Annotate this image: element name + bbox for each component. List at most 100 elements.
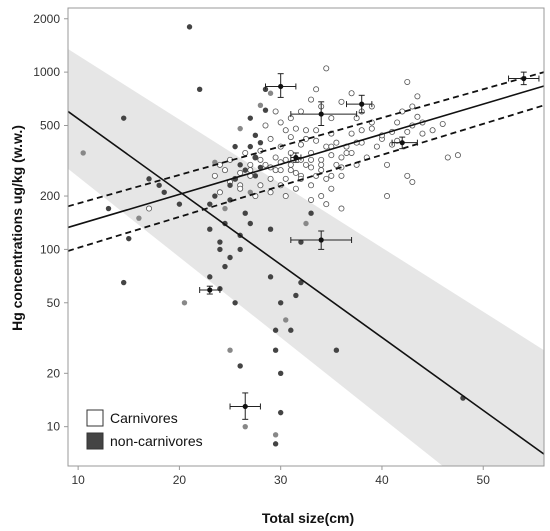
point-carnivore-78 <box>313 86 320 93</box>
x-tick-label: 30 <box>274 473 288 487</box>
point-carnivore-33 <box>302 127 309 134</box>
point-noncarnivore-43 <box>252 154 259 161</box>
point-carnivore-97 <box>323 201 330 208</box>
point-carnivore-79 <box>323 65 330 72</box>
point-carnivore-106 <box>292 125 299 132</box>
point-noncarnivore-61 <box>288 327 294 333</box>
point-noncarnivore-57 <box>277 409 284 416</box>
point-carnivore-34 <box>308 164 315 171</box>
error-bar-mean-point <box>399 140 405 146</box>
fit-line-carnivores-dashed-1 <box>67 71 545 208</box>
y-axis-title: Hg concentrations ug/kg (w.w.) <box>9 125 25 331</box>
point-noncarnivore-41 <box>247 220 253 227</box>
point-carnivore-67 <box>414 113 421 120</box>
legend-label-noncarnivores: non-carnivores <box>110 433 203 449</box>
error-bar-8 <box>290 152 302 163</box>
error-bar-mean-point <box>359 101 365 107</box>
point-noncarnivore-2 <box>121 115 127 121</box>
point-noncarnivore-58 <box>277 370 284 377</box>
point-carnivore-81 <box>328 115 335 122</box>
y-tick-label: 20 <box>47 366 61 380</box>
point-noncarnivore-66 <box>308 210 314 216</box>
point-noncarnivore-67 <box>333 347 340 353</box>
point-carnivore-58 <box>368 125 375 132</box>
point-noncarnivore-33 <box>237 246 243 253</box>
point-noncarnivore-45 <box>257 102 264 108</box>
point-carnivore-32 <box>302 161 309 168</box>
point-noncarnivore-3 <box>121 279 127 286</box>
point-carnivore-74 <box>282 127 289 134</box>
legend-swatch-noncarnivores <box>86 432 104 450</box>
point-carnivore-86 <box>384 193 391 200</box>
error-bar-mean-point <box>242 403 248 410</box>
y-tick-label: 500 <box>40 118 60 132</box>
point-carnivore-94 <box>444 154 451 161</box>
error-bar-4 <box>508 71 540 86</box>
point-noncarnivore-65 <box>303 220 309 227</box>
point-carnivore-98 <box>308 196 315 203</box>
point-carnivore-117 <box>308 156 315 163</box>
point-carnivore-27 <box>292 169 299 176</box>
point-carnivore-61 <box>384 161 391 168</box>
point-carnivore-3 <box>221 167 228 174</box>
point-noncarnivore-62 <box>293 292 299 299</box>
point-carnivore-14 <box>262 161 269 168</box>
confidence-band-noncarnivores <box>68 49 544 466</box>
point-carnivore-17 <box>272 167 279 174</box>
point-carnivore-112 <box>358 127 365 134</box>
point-carnivore-30 <box>297 141 304 148</box>
point-noncarnivore-52 <box>267 274 274 280</box>
point-noncarnivore-6 <box>146 176 152 182</box>
point-noncarnivore-64 <box>298 239 304 245</box>
legend-swatch-carnivores <box>86 409 104 427</box>
y-tick-label: 50 <box>47 296 61 310</box>
point-carnivore-39 <box>318 156 325 163</box>
point-noncarnivore-29 <box>232 300 238 306</box>
point-carnivore-90 <box>409 103 416 110</box>
point-noncarnivore-8 <box>161 189 167 195</box>
point-carnivore-15 <box>267 175 274 182</box>
error-bar-mean-point <box>293 154 299 161</box>
point-carnivore-42 <box>323 143 330 150</box>
point-noncarnivore-55 <box>272 432 279 438</box>
point-carnivore-82 <box>338 98 345 105</box>
point-carnivore-99 <box>282 193 289 200</box>
point-noncarnivore-37 <box>242 210 248 216</box>
point-noncarnivore-38 <box>247 115 253 121</box>
point-noncarnivore-46 <box>257 139 264 146</box>
point-carnivore-92 <box>404 172 411 179</box>
x-axis-title: Total size(cm) <box>262 510 354 526</box>
point-carnivore-47 <box>333 161 340 168</box>
point-carnivore-108 <box>313 127 320 134</box>
point-carnivore-100 <box>267 189 274 196</box>
point-noncarnivore-22 <box>222 263 228 270</box>
point-carnivore-23 <box>282 175 289 182</box>
point-noncarnivore-44 <box>252 173 259 179</box>
point-carnivore-49 <box>338 154 345 161</box>
axes: 10 20 30 40 50 10 20 50 100 200 500 1000 2000 <box>33 7 545 487</box>
point-carnivore-36 <box>308 182 315 189</box>
point-carnivore-53 <box>348 130 355 137</box>
point-carnivore-71 <box>439 120 446 127</box>
point-noncarnivore-17 <box>217 239 223 245</box>
point-carnivore-88 <box>394 137 401 144</box>
error-bar-mean-point <box>318 111 324 117</box>
error-bar-6 <box>199 285 221 295</box>
point-carnivore-83 <box>348 90 355 97</box>
point-noncarnivore-56 <box>272 441 279 447</box>
y-tick-label: 10 <box>47 420 61 434</box>
point-carnivore-41 <box>318 193 325 200</box>
point-carnivore-72 <box>262 122 269 129</box>
point-noncarnivore-16 <box>212 193 218 199</box>
error-bars-layer <box>199 71 540 420</box>
point-noncarnivore-36 <box>242 167 248 173</box>
point-noncarnivore-35 <box>242 423 248 430</box>
point-carnivore-37 <box>313 137 320 144</box>
x-tick-label: 20 <box>173 473 187 487</box>
point-noncarnivore-5 <box>136 215 142 221</box>
point-noncarnivore-54 <box>272 347 279 353</box>
fit-line-noncarnivores-solid-3 <box>67 110 545 455</box>
error-bar-7 <box>229 392 261 420</box>
point-carnivore-25 <box>287 134 294 141</box>
